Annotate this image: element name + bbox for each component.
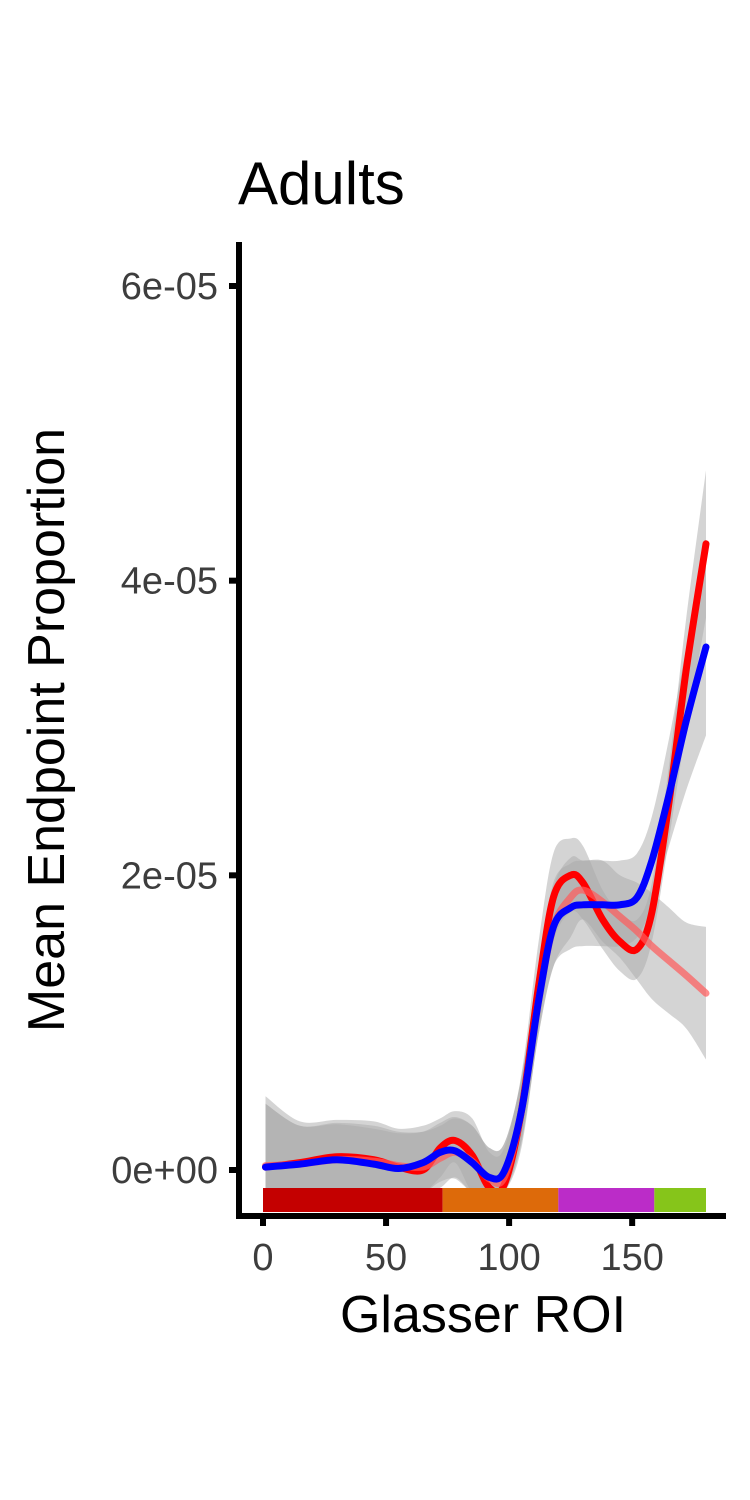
x-axis-title: Glasser ROI	[340, 1286, 626, 1344]
y-tick-label: 0e+00	[111, 1150, 218, 1192]
roi-category-segment-2	[442, 1188, 559, 1212]
x-tick-label: 0	[252, 1237, 273, 1279]
confidence-band-3	[265, 543, 706, 1196]
y-axis-ticks: 0e+00 2e-05 4e-05 6e-05	[111, 266, 239, 1192]
chart-title: Adults	[238, 150, 405, 217]
series-line-3	[262, 643, 710, 1183]
roi-category-segment-3	[558, 1188, 655, 1212]
x-tick-label: 100	[477, 1237, 540, 1279]
roi-category-bar	[263, 1188, 706, 1212]
y-tick-label: 2e-05	[121, 855, 218, 897]
x-axis-ticks: 0 50 100 150	[252, 1216, 664, 1279]
confidence-bands	[265, 470, 706, 1196]
x-tick-label: 150	[600, 1237, 663, 1279]
roi-category-segment-1	[263, 1188, 443, 1212]
series-lines	[262, 540, 710, 1197]
y-tick-label: 6e-05	[121, 266, 218, 308]
x-tick-label: 50	[365, 1237, 407, 1279]
y-tick-label: 4e-05	[121, 561, 218, 603]
roi-category-segment-4	[654, 1188, 706, 1212]
y-axis-title: Mean Endpoint Proportion	[18, 428, 76, 1032]
confidence-band-1	[265, 470, 706, 1196]
